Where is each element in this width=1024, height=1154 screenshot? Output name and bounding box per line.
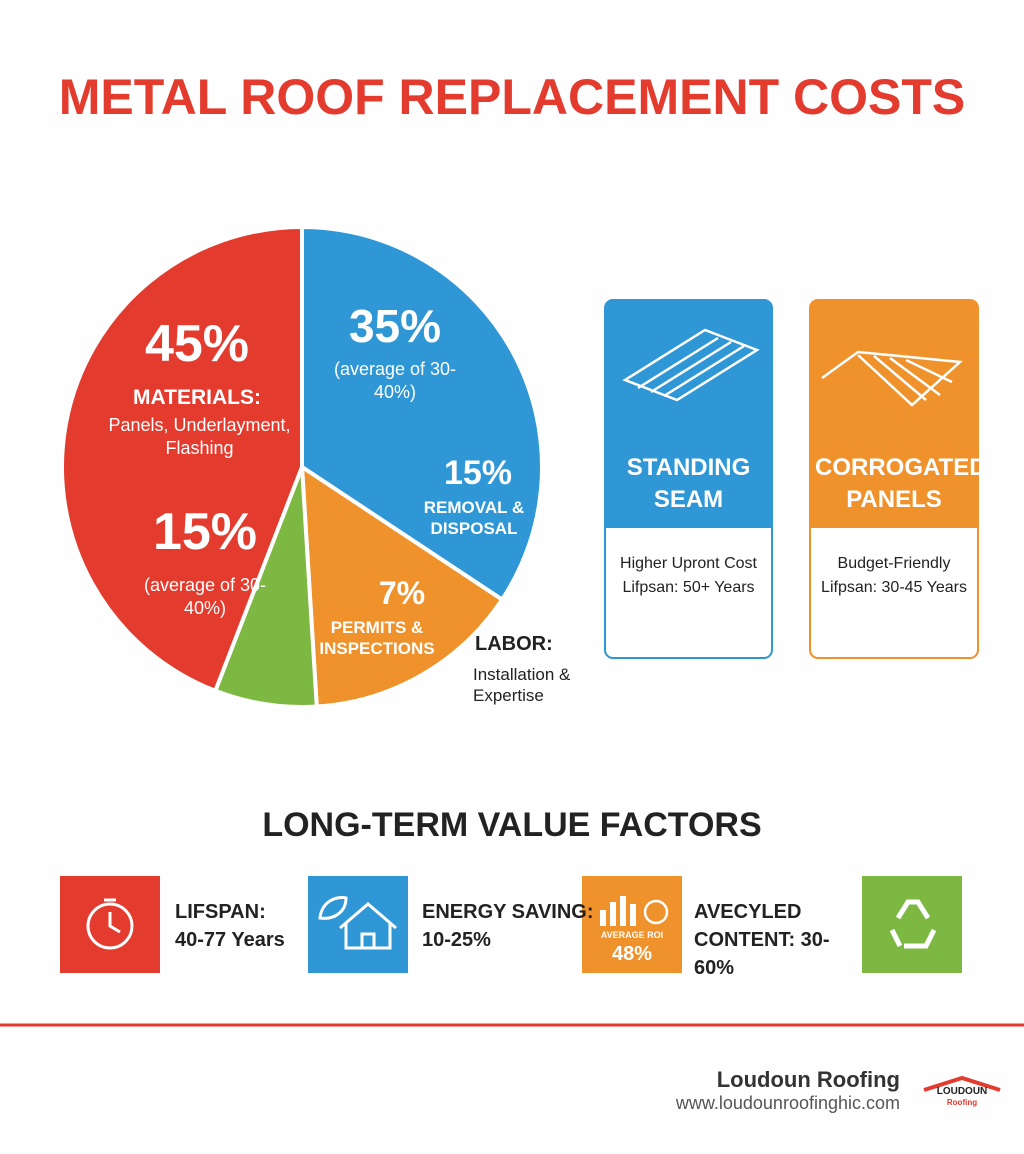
slice-label: PERMITS & INSPECTIONS — [319, 618, 435, 659]
factor-label: LIFSPAN: — [175, 901, 266, 923]
factor-box — [862, 876, 962, 973]
slice-note: Installation & Expertise — [473, 665, 571, 706]
recycle-icon — [889, 899, 937, 949]
slice-note: (average of 30-40%) — [333, 359, 457, 402]
slice-label: LABOR: — [475, 633, 553, 655]
corrugated-icon — [821, 350, 963, 407]
card-text: Lifpsan: 50+ Years — [622, 579, 755, 596]
slice-value: 15% — [443, 454, 513, 492]
coin-icon — [643, 899, 669, 925]
logo-name: LOUDOUN — [936, 1086, 988, 1097]
factor-label: AVECYLED CONTENT: 30-60% — [694, 901, 830, 979]
pie-slice — [299, 463, 505, 709]
slice-label: REMOVAL & DISPOSAL — [423, 498, 525, 539]
clock-icon — [86, 898, 134, 950]
card-text: Higher Upront Cost — [620, 555, 757, 572]
icon-label: AVERAGE ROI — [600, 930, 664, 940]
slice-label: MATERIALS: — [133, 386, 261, 409]
slice-value: 45% — [144, 315, 250, 373]
standing-seam-icon — [622, 328, 760, 402]
factor-label: ENERGY SAVING: — [422, 901, 594, 923]
card-title: STANDING SEAM — [626, 454, 751, 513]
icon-value: 48% — [611, 943, 653, 965]
card-header — [605, 300, 772, 528]
roi-icon — [600, 896, 636, 926]
company-name: Loudoun Roofing — [716, 1067, 900, 1092]
slice-value: 7% — [378, 575, 426, 611]
company-url: www.loudounroofinghic.com — [675, 1093, 900, 1113]
factor-value: 10-25% — [422, 929, 491, 951]
card-text: Budget-Friendly — [837, 555, 951, 572]
logo-sub: Roofing — [946, 1098, 978, 1107]
pie-chart — [60, 224, 544, 709]
pie-slice — [212, 466, 319, 709]
card-text: Lifpsan: 30-45 Years — [821, 579, 967, 596]
title: METAL ROOF REPLACEMENT COSTS — [58, 69, 966, 125]
section-heading: LONG-TERM VALUE FACTORS — [262, 806, 762, 844]
factor-value: 40-77 Years — [175, 929, 285, 951]
card-title: CORROGATED PANELS — [815, 454, 987, 513]
slice-note: (average of 30-40%) — [143, 575, 267, 618]
logo-roof — [923, 1075, 1001, 1092]
slice-value: 35% — [348, 300, 442, 352]
slice-note: 15% — [152, 503, 258, 561]
house-icon — [318, 896, 397, 950]
slice-note: Panels, Underlayment, Flashing — [108, 415, 291, 458]
pie-slice — [60, 224, 304, 694]
